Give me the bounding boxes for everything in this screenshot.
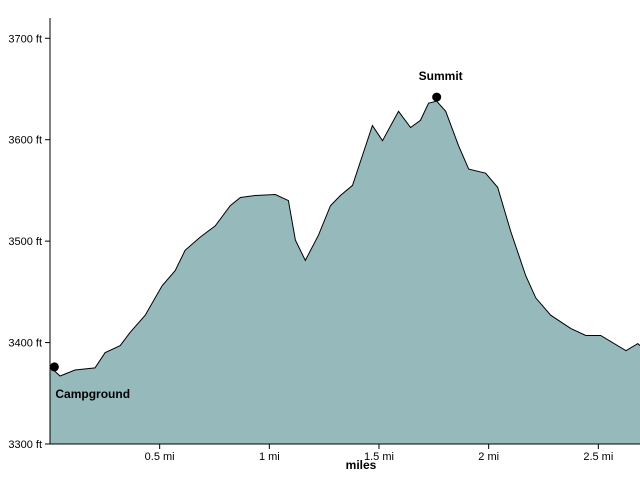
x-tick-label: 2 mi xyxy=(478,451,499,463)
x-tick-label: 1 mi xyxy=(259,451,280,463)
annotation-label: Summit xyxy=(419,69,463,83)
y-tick-label: 3300 ft xyxy=(8,439,42,451)
y-tick-label: 3600 ft xyxy=(8,135,42,147)
y-tick-label: 3500 ft xyxy=(8,236,42,248)
y-tick-label: 3700 ft xyxy=(8,33,42,45)
y-tick-label: 3400 ft xyxy=(8,338,42,350)
annotation-dot xyxy=(49,362,59,372)
annotation-dot xyxy=(432,92,442,102)
elevation-area xyxy=(50,101,640,444)
x-axis-label: miles xyxy=(346,458,377,472)
x-tick-label: 1.5 mi xyxy=(364,451,394,463)
x-tick-label: 0.5 mi xyxy=(145,451,175,463)
annotation-label: Campground xyxy=(55,387,130,401)
x-tick-label: 2.5 mi xyxy=(583,451,613,463)
elevation-line xyxy=(49,100,640,377)
